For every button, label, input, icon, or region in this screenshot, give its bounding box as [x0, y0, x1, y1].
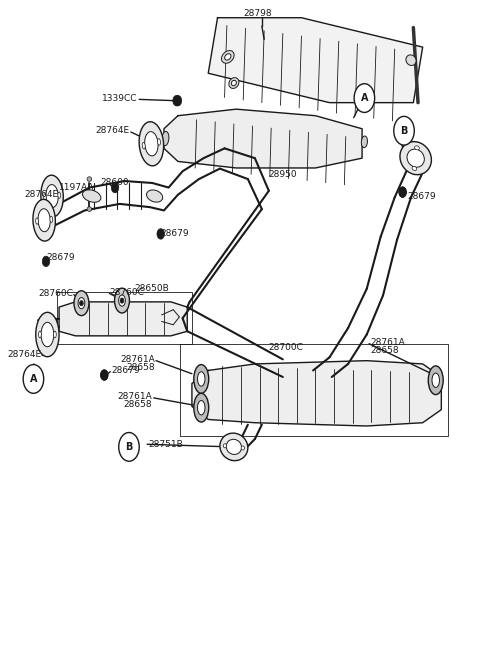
Ellipse shape [220, 433, 248, 461]
Ellipse shape [38, 331, 41, 338]
Circle shape [120, 298, 124, 303]
Ellipse shape [225, 54, 231, 60]
Text: 28798: 28798 [243, 9, 272, 18]
Text: 28764E: 28764E [24, 190, 58, 199]
Circle shape [399, 187, 407, 197]
Text: B: B [125, 442, 132, 452]
Text: 1339CC: 1339CC [102, 94, 137, 102]
Text: A: A [360, 93, 368, 103]
Polygon shape [192, 361, 441, 426]
Text: 28950: 28950 [268, 170, 297, 179]
Circle shape [173, 96, 180, 106]
Ellipse shape [36, 218, 38, 224]
Polygon shape [164, 109, 362, 168]
Text: 28658: 28658 [371, 346, 399, 355]
Text: 28658: 28658 [124, 400, 152, 409]
Ellipse shape [87, 176, 92, 181]
Ellipse shape [58, 192, 60, 198]
Text: 28679: 28679 [46, 253, 74, 262]
Text: 28650B: 28650B [134, 284, 169, 293]
Ellipse shape [44, 194, 46, 200]
Ellipse shape [83, 190, 101, 202]
Text: 28760C: 28760C [109, 287, 144, 297]
Ellipse shape [142, 142, 145, 149]
Circle shape [157, 229, 165, 239]
Ellipse shape [144, 132, 158, 156]
Ellipse shape [415, 146, 420, 150]
Ellipse shape [33, 199, 55, 241]
Text: 28700C: 28700C [268, 343, 303, 352]
Circle shape [100, 370, 108, 380]
Ellipse shape [241, 446, 244, 450]
Polygon shape [208, 18, 423, 102]
Text: 28679: 28679 [161, 229, 189, 237]
Ellipse shape [428, 366, 443, 395]
Ellipse shape [46, 184, 58, 207]
Ellipse shape [53, 331, 56, 338]
Circle shape [174, 96, 181, 106]
Text: 28679: 28679 [111, 366, 140, 375]
Ellipse shape [146, 190, 163, 202]
Ellipse shape [38, 209, 50, 232]
Ellipse shape [361, 136, 368, 148]
Ellipse shape [41, 322, 54, 347]
Circle shape [394, 116, 414, 145]
Ellipse shape [406, 55, 416, 66]
Ellipse shape [407, 149, 424, 167]
Ellipse shape [194, 365, 209, 394]
Ellipse shape [432, 373, 440, 388]
Text: 28761A: 28761A [120, 355, 155, 364]
Ellipse shape [412, 167, 417, 171]
Circle shape [42, 256, 50, 266]
Ellipse shape [87, 207, 92, 211]
Text: 28764E: 28764E [7, 350, 41, 359]
Ellipse shape [197, 401, 205, 415]
Ellipse shape [223, 443, 227, 448]
Ellipse shape [36, 312, 59, 357]
Text: 28761A: 28761A [371, 338, 405, 347]
Circle shape [111, 182, 119, 193]
Ellipse shape [226, 440, 241, 455]
Ellipse shape [50, 216, 53, 222]
Circle shape [399, 187, 407, 197]
Text: 28658: 28658 [126, 363, 155, 372]
Ellipse shape [115, 288, 130, 313]
Polygon shape [59, 302, 187, 336]
Ellipse shape [221, 51, 234, 63]
Ellipse shape [162, 131, 169, 146]
Circle shape [80, 300, 84, 306]
Ellipse shape [400, 142, 432, 174]
Text: B: B [400, 126, 408, 136]
Text: A: A [30, 374, 37, 384]
Text: 28761A: 28761A [118, 392, 152, 401]
Ellipse shape [197, 372, 205, 386]
Text: 28679: 28679 [408, 192, 436, 201]
Ellipse shape [231, 80, 236, 86]
Ellipse shape [194, 394, 209, 422]
Circle shape [23, 365, 44, 394]
Circle shape [100, 370, 108, 380]
Ellipse shape [229, 77, 239, 89]
Circle shape [119, 432, 139, 461]
Text: 28751B: 28751B [149, 440, 183, 449]
Ellipse shape [78, 298, 85, 309]
Ellipse shape [74, 291, 89, 316]
Ellipse shape [139, 122, 164, 166]
Circle shape [354, 84, 375, 112]
Ellipse shape [41, 175, 63, 217]
Text: 1197AA: 1197AA [59, 183, 95, 192]
Text: 28764E: 28764E [95, 126, 129, 135]
Ellipse shape [157, 138, 160, 145]
Text: 28600: 28600 [100, 178, 129, 188]
Text: 28760C: 28760C [38, 289, 73, 298]
Ellipse shape [119, 295, 125, 306]
